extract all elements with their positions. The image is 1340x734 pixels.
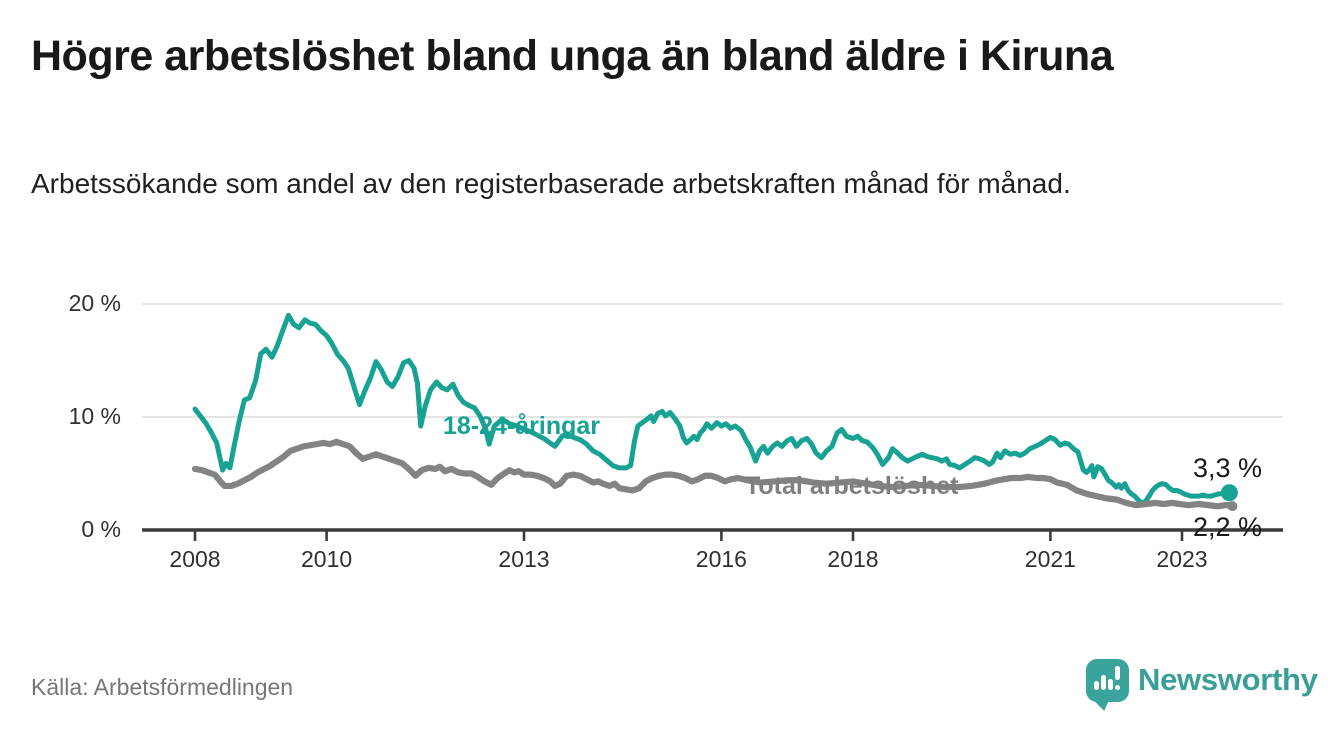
y-tick-label: 20 % [68, 290, 121, 316]
end-value-youth: 3,3 % [1193, 453, 1263, 483]
x-tick-label: 2023 [1156, 546, 1208, 572]
series-line-total [191, 438, 1233, 510]
y-tick-label: 0 % [81, 516, 121, 542]
bar-chart-icon [1108, 679, 1113, 690]
newsworthy-speech-bubble-icon [1086, 659, 1129, 713]
series-line-youth [192, 312, 1232, 506]
brand-name: Newsworthy [1138, 662, 1318, 697]
x-tick-label: 2018 [827, 546, 879, 572]
x-tick-label: 2013 [498, 546, 550, 572]
page-subtitle: Arbetssökande som andel av den registerb… [31, 168, 1071, 199]
exclamation-icon [1115, 685, 1120, 690]
exclamation-icon [1115, 666, 1120, 680]
series-label-youth: 18-24-åringar [443, 412, 601, 440]
bar-chart-icon [1101, 675, 1106, 690]
series-label-total: Total arbetslöshet [745, 472, 959, 500]
source-note: Källa: Arbetsförmedlingen [31, 674, 294, 700]
end-value-total: 2,2 % [1193, 512, 1263, 542]
y-tick-label: 10 % [68, 403, 121, 429]
x-tick-label: 2010 [301, 546, 353, 572]
x-tick-label: 2021 [1024, 546, 1076, 572]
series-end-dot-youth [1220, 484, 1238, 502]
page-title: Högre arbetslöshet bland unga än bland ä… [31, 32, 1114, 80]
series-end-cap-total [1227, 501, 1238, 512]
x-tick-label: 2016 [695, 546, 747, 572]
x-tick-label: 2008 [169, 546, 221, 572]
bar-chart-icon [1094, 681, 1099, 690]
